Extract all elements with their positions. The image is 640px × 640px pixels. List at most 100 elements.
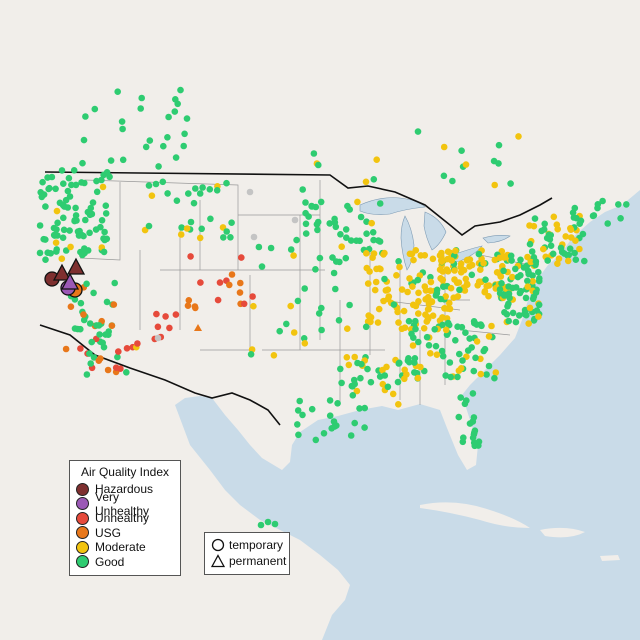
station-moderate <box>374 319 382 326</box>
station-good <box>294 407 302 414</box>
station-good <box>174 100 181 108</box>
station-moderate <box>99 183 107 191</box>
hazardous-swatch <box>76 482 89 496</box>
station-good <box>227 234 234 241</box>
station-moderate <box>404 288 411 296</box>
station-good <box>320 430 328 437</box>
station-moderate <box>412 302 420 310</box>
station-good <box>48 173 56 181</box>
station-good <box>66 227 73 234</box>
station-good <box>423 333 431 341</box>
station-moderate <box>477 355 484 363</box>
station-moderate <box>508 273 516 281</box>
legend-item-very-unhealthy: Very Unhealthy <box>76 490 174 518</box>
station-moderate <box>424 313 432 321</box>
station-good <box>77 299 85 307</box>
station-moderate <box>428 298 436 305</box>
station-moderate <box>353 387 361 395</box>
station-moderate <box>492 369 500 376</box>
station-moderate <box>452 247 459 255</box>
station-good <box>91 105 99 113</box>
station-good <box>353 237 360 244</box>
station-good <box>466 420 474 427</box>
station-moderate <box>343 354 351 361</box>
station-moderate <box>380 251 387 258</box>
station-good <box>390 301 398 308</box>
station-type-legend: temporary permanent <box>204 532 290 575</box>
station-moderate <box>485 282 493 289</box>
station-good <box>86 229 93 237</box>
usg-swatch <box>76 526 89 540</box>
station-moderate <box>481 288 489 295</box>
station-good <box>313 221 321 228</box>
station-moderate <box>485 333 493 340</box>
station-moderate <box>529 278 537 285</box>
station-unhealthy <box>117 365 124 373</box>
station-moderate <box>58 255 66 262</box>
station-moderate <box>436 266 444 274</box>
station-moderate <box>429 312 437 320</box>
station-usg <box>80 311 87 318</box>
station-good <box>114 88 121 95</box>
station-moderate <box>396 263 403 271</box>
aqi-legend: Air Quality Index Hazardous Very Unhealt… <box>69 460 181 576</box>
station-moderate <box>148 192 156 199</box>
station-good <box>64 187 72 195</box>
station-good <box>571 249 578 257</box>
station-moderate <box>379 366 386 374</box>
station-good <box>505 317 512 325</box>
station-moderate <box>540 245 547 253</box>
station-good <box>515 312 523 319</box>
station-good <box>547 242 555 249</box>
station-moderate <box>515 133 522 140</box>
station-good <box>469 434 477 442</box>
station-good <box>45 185 52 193</box>
station-moderate <box>290 252 297 259</box>
station-moderate <box>414 374 422 382</box>
station-good <box>470 318 478 325</box>
station-good <box>336 258 343 266</box>
station-good <box>466 335 474 342</box>
station-good <box>439 352 447 360</box>
station-moderate <box>524 283 531 291</box>
station-good <box>470 367 478 375</box>
station-good <box>72 181 80 189</box>
station-good <box>342 226 350 233</box>
station-good <box>485 362 493 370</box>
station-good <box>455 413 463 421</box>
station-good <box>505 283 512 290</box>
station-good <box>86 350 93 357</box>
station-good <box>267 244 275 252</box>
station-good <box>394 378 402 386</box>
station-moderate <box>564 257 572 265</box>
legend-label: Good <box>95 554 125 569</box>
station-good <box>541 220 548 228</box>
station-good <box>172 154 180 161</box>
station-good <box>81 245 88 252</box>
station-moderate <box>301 340 309 347</box>
station-moderate <box>455 367 463 375</box>
station-good <box>271 520 279 528</box>
station-moderate <box>444 248 452 255</box>
station-good <box>160 142 167 150</box>
station-moderate <box>466 256 474 263</box>
station-moderate <box>447 284 455 292</box>
station-good <box>315 310 323 317</box>
station-good <box>535 301 543 309</box>
station-good <box>88 338 95 346</box>
station-good <box>58 167 66 174</box>
station-moderate <box>403 371 410 378</box>
station-good <box>459 357 466 364</box>
station-good <box>152 180 160 188</box>
station-usg <box>184 302 192 310</box>
station-moderate <box>427 350 434 357</box>
station-good <box>60 226 68 234</box>
station-moderate <box>389 390 397 398</box>
station-moderate <box>550 213 558 221</box>
station-good <box>432 292 440 299</box>
station-good <box>507 252 515 260</box>
station-good <box>54 219 61 227</box>
station-good <box>257 521 265 529</box>
station-good <box>501 309 508 316</box>
station-good <box>308 202 315 210</box>
